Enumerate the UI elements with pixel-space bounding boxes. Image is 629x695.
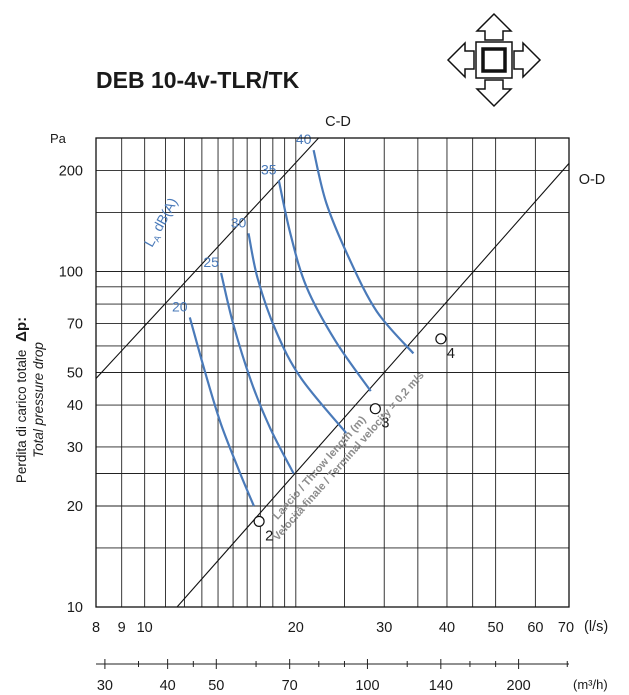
y-tick-labels: 10 20 30 40 50 70 100 200 [59, 164, 83, 616]
arrows-icon [446, 12, 542, 108]
arrow-down-icon [475, 79, 513, 108]
reference-label-o-d: O-D [579, 172, 606, 188]
y-axis-title-en: Total pressure drop [31, 342, 46, 458]
throw-annotation: Lancio / Throw length (m) Velocità final… [271, 369, 427, 543]
x-tick-label-m3h-40: 40 [160, 678, 176, 694]
y-axis-title-it-text: Perdita di carico totale [14, 350, 29, 484]
reference-lines [96, 138, 569, 607]
y-tick-label-100: 100 [59, 265, 83, 281]
x-tick-label-ls-9: 9 [118, 620, 126, 636]
y-tick-label-40: 40 [67, 398, 83, 414]
grid-y [96, 170, 569, 608]
x-unit-primary: (l/s) [584, 619, 608, 635]
reference-line-o-d [176, 163, 569, 607]
chart-title: DEB 10-4v-TLR/TK [96, 67, 300, 93]
y-axis-title-it: Perdita di carico totale Δp: [13, 317, 30, 483]
noise-curve-40 [312, 149, 415, 355]
x-tick-label-m3h-200: 200 [507, 678, 531, 694]
y-tick-label-30: 30 [67, 440, 83, 456]
y-tick-label-70: 70 [67, 316, 83, 332]
x-tick-label-m3h-70: 70 [282, 678, 298, 694]
reference-line-c-d [96, 138, 319, 379]
x-tick-labels-ls: 8 9 10 20 30 40 50 60 70 [92, 620, 574, 636]
noise-label: LA dB(A) [141, 195, 183, 251]
noise-curve-35 [277, 180, 372, 392]
arrow-up-icon [475, 12, 513, 41]
noise-curve-label-30: 30 [231, 214, 247, 230]
noise-curve-label-20: 20 [172, 298, 188, 314]
x-tick-label-ls-50: 50 [488, 620, 504, 636]
annotation-line-2: Velocità finale / Terminal velocity = 0,… [271, 369, 427, 543]
x-tick-label-ls-10: 10 [137, 620, 153, 636]
throw-points: 2 3 4 [253, 333, 455, 544]
throw-point-2 [253, 515, 265, 527]
x-tick-label-ls-8: 8 [92, 620, 100, 636]
throw-point-label-4: 4 [447, 346, 455, 362]
y-tick-label-10: 10 [67, 600, 83, 616]
arrow-right-icon [513, 41, 542, 79]
noise-curve-label-35: 35 [261, 161, 277, 177]
arrows-icon-box [481, 47, 507, 73]
x-tick-label-ls-60: 60 [527, 620, 543, 636]
throw-point-3 [369, 403, 381, 415]
y-axis-title-symbol: Δp: [13, 317, 30, 342]
noise-curve-30 [247, 233, 348, 434]
plot-border [95, 137, 570, 608]
noise-curves: 20 25 30 35 40 [172, 131, 415, 507]
reference-label-c-d: C-D [325, 114, 351, 130]
y-unit-label: Pa [50, 131, 67, 146]
y-tick-label-200: 200 [59, 164, 83, 180]
y-tick-label-50: 50 [67, 366, 83, 382]
x-tick-label-m3h-140: 140 [429, 678, 453, 694]
noise-label-unit: dB(A) [147, 195, 180, 237]
x-tick-label-m3h-30: 30 [97, 678, 113, 694]
x-tick-label-ls-40: 40 [439, 620, 455, 636]
noise-curve-25 [220, 272, 295, 474]
noise-curve-label-25: 25 [203, 254, 219, 270]
y-tick-label-20: 20 [67, 499, 83, 515]
noise-label-sub: A [151, 233, 163, 243]
throw-point-label-3: 3 [381, 416, 389, 432]
x-tick-label-ls-20: 20 [288, 620, 304, 636]
x-axis-m3h: 30 40 50 70 100 140 200 [96, 659, 569, 694]
reference-labels: C-D O-D [325, 114, 605, 188]
noise-curve-20 [188, 317, 255, 507]
throw-point-4 [435, 333, 447, 345]
x-tick-label-ls-30: 30 [376, 620, 392, 636]
y-axis-title: Perdita di carico totale Δp: Total press… [13, 317, 46, 483]
x-tick-label-m3h-100: 100 [355, 678, 379, 694]
noise-curve-label-40: 40 [296, 131, 312, 147]
arrows-icon-frame [475, 41, 513, 79]
arrow-left-icon [446, 41, 475, 79]
throw-point-label-2: 2 [265, 528, 273, 544]
x-tick-label-m3h-50: 50 [208, 678, 224, 694]
x-unit-secondary: (m³/h) [573, 677, 608, 692]
x-tick-label-ls-70: 70 [558, 620, 574, 636]
